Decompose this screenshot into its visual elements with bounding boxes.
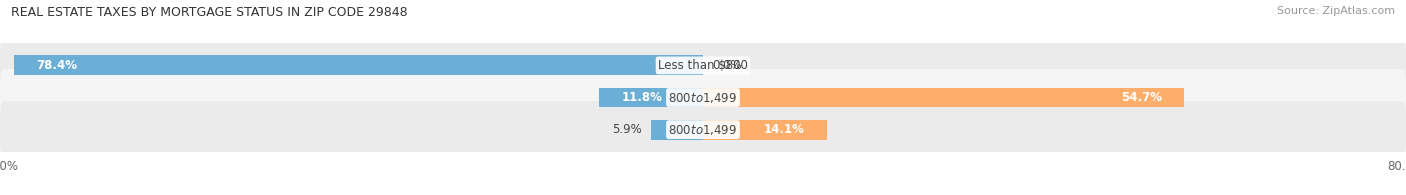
Text: 14.1%: 14.1%: [763, 123, 804, 136]
Legend: Without Mortgage, With Mortgage: Without Mortgage, With Mortgage: [574, 191, 832, 195]
Text: $800 to $1,499: $800 to $1,499: [668, 90, 738, 105]
FancyBboxPatch shape: [0, 101, 1406, 158]
FancyBboxPatch shape: [0, 37, 1406, 94]
Bar: [599, 88, 703, 107]
Text: 11.8%: 11.8%: [621, 91, 662, 104]
Text: $800 to $1,499: $800 to $1,499: [668, 123, 738, 137]
Text: REAL ESTATE TAXES BY MORTGAGE STATUS IN ZIP CODE 29848: REAL ESTATE TAXES BY MORTGAGE STATUS IN …: [11, 6, 408, 19]
Text: Source: ZipAtlas.com: Source: ZipAtlas.com: [1277, 6, 1395, 16]
FancyBboxPatch shape: [0, 69, 1406, 126]
Bar: [703, 120, 827, 140]
Text: 0.0%: 0.0%: [711, 59, 741, 72]
Bar: [651, 120, 703, 140]
Bar: [703, 88, 1184, 107]
Text: 78.4%: 78.4%: [37, 59, 77, 72]
Text: 54.7%: 54.7%: [1121, 91, 1161, 104]
Text: 5.9%: 5.9%: [613, 123, 643, 136]
Text: Less than $800: Less than $800: [658, 59, 748, 72]
Bar: [14, 55, 703, 75]
